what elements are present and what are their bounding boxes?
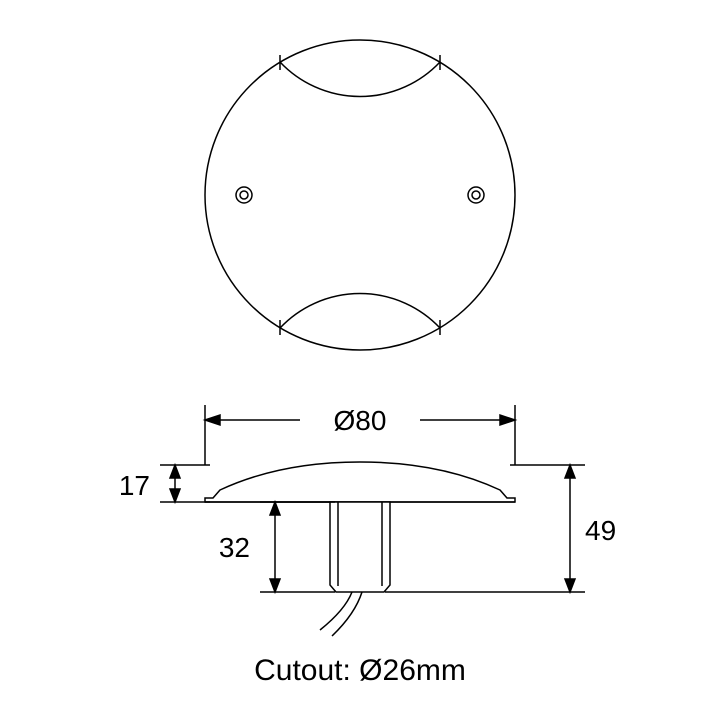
side-cap xyxy=(205,462,515,502)
dim-stem-height: 32 xyxy=(219,502,335,592)
cutout-label: Cutout: Ø26mm xyxy=(254,654,466,687)
top-view xyxy=(205,40,515,350)
dim-stem-height-label: 32 xyxy=(219,532,250,563)
dim-cap-height-label: 17 xyxy=(119,470,150,501)
dim-width: Ø80 xyxy=(205,405,515,465)
side-stem xyxy=(330,502,390,592)
technical-drawing: Ø80 17 32 4 xyxy=(0,0,720,720)
dim-width-label: Ø80 xyxy=(334,405,387,436)
dim-total-height-label: 49 xyxy=(585,515,616,546)
dim-cap-height: 17 xyxy=(119,465,210,502)
side-cable xyxy=(320,592,352,630)
side-view xyxy=(205,462,515,636)
